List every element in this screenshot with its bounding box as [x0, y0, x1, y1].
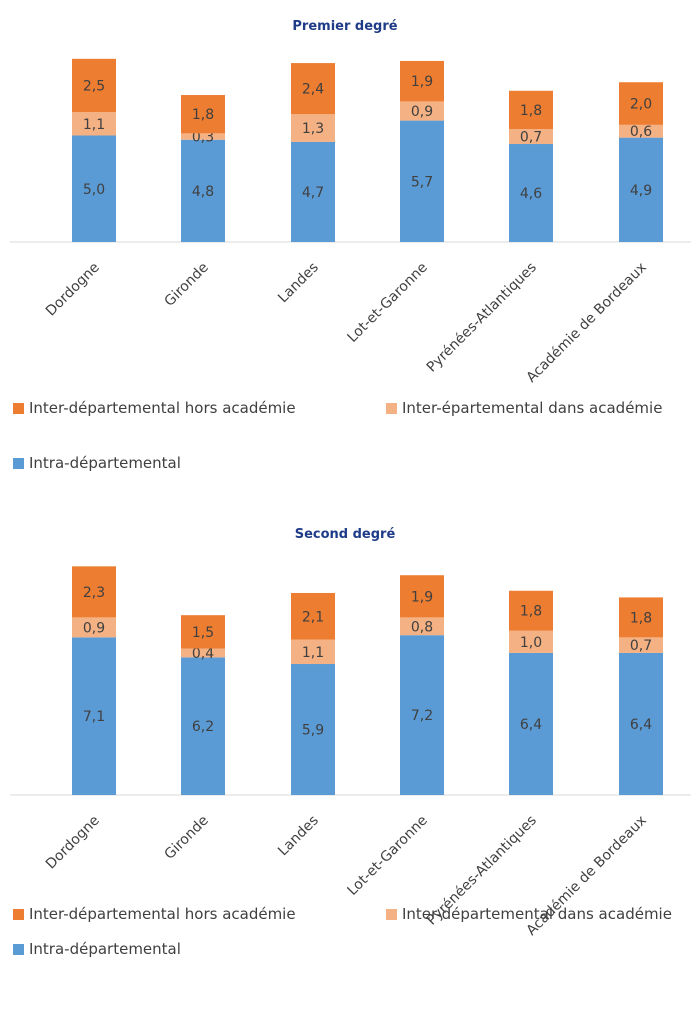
data-label: 2,5 — [83, 78, 105, 94]
x-tick-label: Académie de Bordeaux — [524, 260, 650, 386]
data-label: 4,7 — [302, 185, 324, 201]
x-tick-label: Pyrénées-Atlantiques — [424, 260, 540, 376]
data-label: 1,8 — [630, 610, 652, 626]
legend-swatch — [386, 403, 397, 414]
bar-segment — [181, 657, 225, 795]
data-label: 0,9 — [83, 620, 105, 636]
data-label: 1,9 — [411, 589, 433, 605]
data-label: 7,1 — [83, 709, 105, 725]
bar-segment — [400, 101, 444, 121]
x-tick-label: Lot-et-Garonne — [344, 260, 430, 346]
bar-segment — [400, 635, 444, 795]
chart-title: Second degré — [295, 527, 396, 542]
bar-segment — [619, 637, 663, 653]
bar-segment — [619, 137, 663, 242]
data-label: 6,2 — [192, 719, 214, 735]
bar-segment — [509, 129, 553, 145]
bar-segment — [72, 112, 116, 136]
bar-segment — [509, 630, 553, 653]
bar-segment — [619, 82, 663, 125]
chart-2: Second degré 7,1 0,9 2,3 Dordogne 6,2 0,4 1,5 Gi… — [10, 527, 691, 958]
data-label: 1,8 — [520, 604, 542, 620]
data-label: 1,8 — [192, 107, 214, 123]
data-label: 0,7 — [520, 130, 542, 146]
data-label: 1,5 — [192, 625, 214, 641]
legend-label: Inter-départemental dans académie — [402, 905, 672, 923]
bar-segment — [619, 652, 663, 795]
data-label: 5,7 — [411, 174, 433, 190]
bar-segment — [72, 135, 116, 242]
data-label: 4,8 — [192, 184, 214, 200]
bar-segment — [400, 120, 444, 242]
bar-segment — [291, 63, 335, 115]
bar-segment — [72, 617, 116, 638]
bar-segment — [72, 58, 116, 113]
legend-swatch — [386, 909, 397, 920]
x-tick-label: Landes — [275, 260, 322, 307]
bar-segment — [291, 664, 335, 795]
data-label: 0,6 — [630, 124, 652, 140]
legend-swatch — [13, 403, 24, 414]
bar-segment — [619, 597, 663, 638]
data-label: 0,3 — [192, 130, 214, 146]
data-label: 1,1 — [83, 117, 105, 133]
data-label: 2,4 — [302, 82, 324, 98]
data-label: 5,0 — [83, 182, 105, 198]
data-label: 0,8 — [411, 619, 433, 635]
bar-segment — [400, 575, 444, 618]
data-label: 0,4 — [192, 646, 214, 662]
x-tick-label: Landes — [275, 813, 322, 860]
bar-segment — [619, 124, 663, 138]
bar-segment — [400, 617, 444, 636]
bar-segment — [181, 95, 225, 134]
legend-label: Intra-départemental — [29, 940, 181, 958]
legend-label: Inter-départemental hors académie — [29, 905, 296, 923]
x-tick-label: Gironde — [162, 813, 212, 863]
data-label: 2,0 — [630, 97, 652, 113]
bar-segment — [181, 615, 225, 649]
x-tick-label: Dordogne — [43, 260, 103, 320]
data-label: 7,2 — [411, 708, 433, 724]
bar-segment — [291, 592, 335, 640]
legend-swatch — [13, 909, 24, 920]
data-label: 1,0 — [520, 635, 542, 651]
bar-segment — [509, 652, 553, 795]
bar-segment — [181, 133, 225, 140]
legend-label: Inter-épartemental dans académie — [402, 399, 662, 417]
bar-segment — [509, 590, 553, 631]
legend-swatch — [13, 458, 24, 469]
bar-segment — [291, 141, 335, 242]
data-label: 6,4 — [520, 717, 542, 733]
bar-segment — [181, 648, 225, 658]
data-label: 0,7 — [630, 638, 652, 654]
chart-title: Premier degré — [292, 19, 397, 34]
chart-1: Premier degré 5,0 1,1 2,5 Dordogne 4,8 0,3 1,8 G… — [10, 19, 691, 472]
bar-segment — [400, 60, 444, 102]
data-label: 4,6 — [520, 186, 542, 202]
bar-segment — [181, 139, 225, 242]
bar-segment — [291, 639, 335, 665]
data-label: 5,9 — [302, 723, 324, 739]
x-tick-label: Dordogne — [43, 813, 103, 873]
data-label: 1,1 — [302, 645, 324, 661]
legend-swatch — [13, 944, 24, 955]
bar-segment — [72, 637, 116, 795]
data-label: 1,3 — [302, 121, 324, 137]
data-label: 1,9 — [411, 74, 433, 90]
legend-label: Inter-départemental hors académie — [29, 399, 296, 417]
x-tick-label: Lot-et-Garonne — [344, 813, 430, 899]
bar-segment — [72, 566, 116, 618]
data-label: 2,1 — [302, 609, 324, 625]
legend-label: Intra-départemental — [29, 454, 181, 472]
bar-segment — [509, 90, 553, 130]
data-label: 6,4 — [630, 717, 652, 733]
data-label: 0,9 — [411, 104, 433, 120]
x-tick-label: Gironde — [162, 260, 212, 310]
data-label: 1,8 — [520, 103, 542, 119]
bar-segment — [509, 144, 553, 242]
bar-segment — [291, 114, 335, 142]
data-label: 2,3 — [83, 585, 105, 601]
data-label: 4,9 — [630, 183, 652, 199]
